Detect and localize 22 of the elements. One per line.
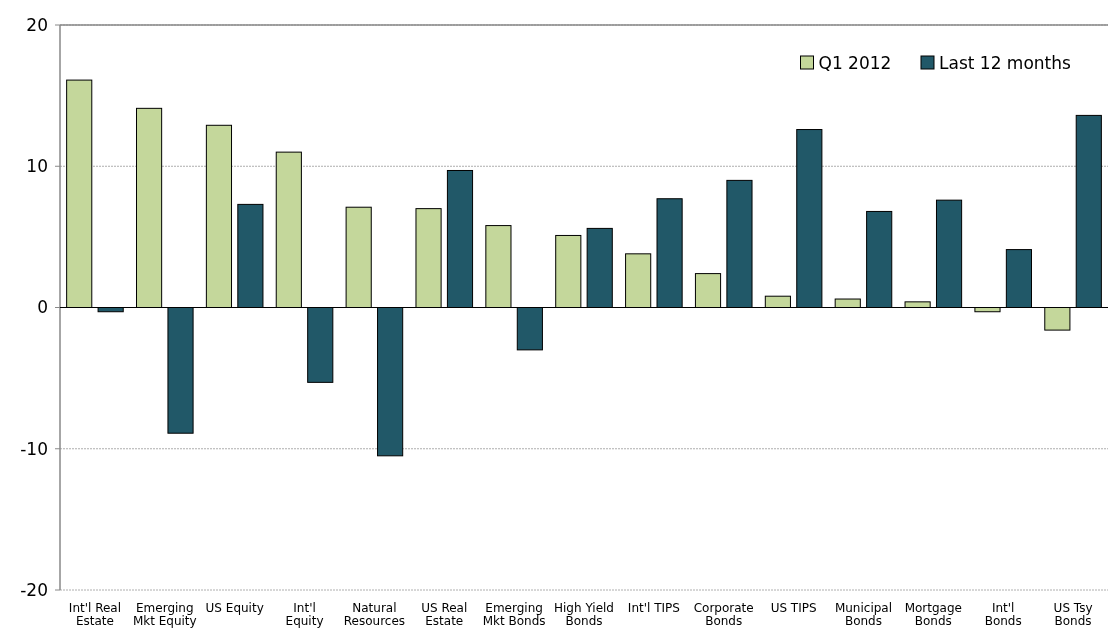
legend-label: Q1 2012	[818, 52, 892, 73]
x-tick-label: Natural Resources	[343, 601, 406, 628]
y-tick-label: 10	[26, 156, 48, 177]
x-tick-label: US Tsy Bonds	[1053, 601, 1093, 628]
x-tick-label: Municipal Bonds	[834, 601, 893, 628]
x-tick-label: Int'l Real Estate	[68, 601, 122, 628]
y-tick-label: 0	[37, 297, 48, 318]
y-tick-label: -20	[20, 579, 48, 600]
y-tick-label: -10	[20, 438, 48, 459]
legend-label: Last 12 months	[939, 52, 1072, 73]
x-tick-label: High Yield Bonds	[554, 601, 614, 628]
y-tick-label: 20	[26, 14, 48, 35]
x-tick-label: Mortgage Bonds	[904, 601, 962, 628]
x-tick-label: US Equity	[205, 601, 264, 615]
x-tick-label: US Real Estate	[421, 601, 468, 628]
x-tick-label: Int'l Equity	[285, 601, 324, 628]
x-tick-label: US TIPS	[770, 601, 817, 615]
x-tick-label: Emerging Mkt Bonds	[482, 601, 546, 628]
x-tick-label: Int'l TIPS	[627, 601, 680, 615]
x-tick-label: Emerging Mkt Equity	[132, 601, 197, 628]
x-tick-label: Corporate Bonds	[693, 601, 754, 628]
x-tick-label: Int'l Bonds	[984, 601, 1022, 628]
